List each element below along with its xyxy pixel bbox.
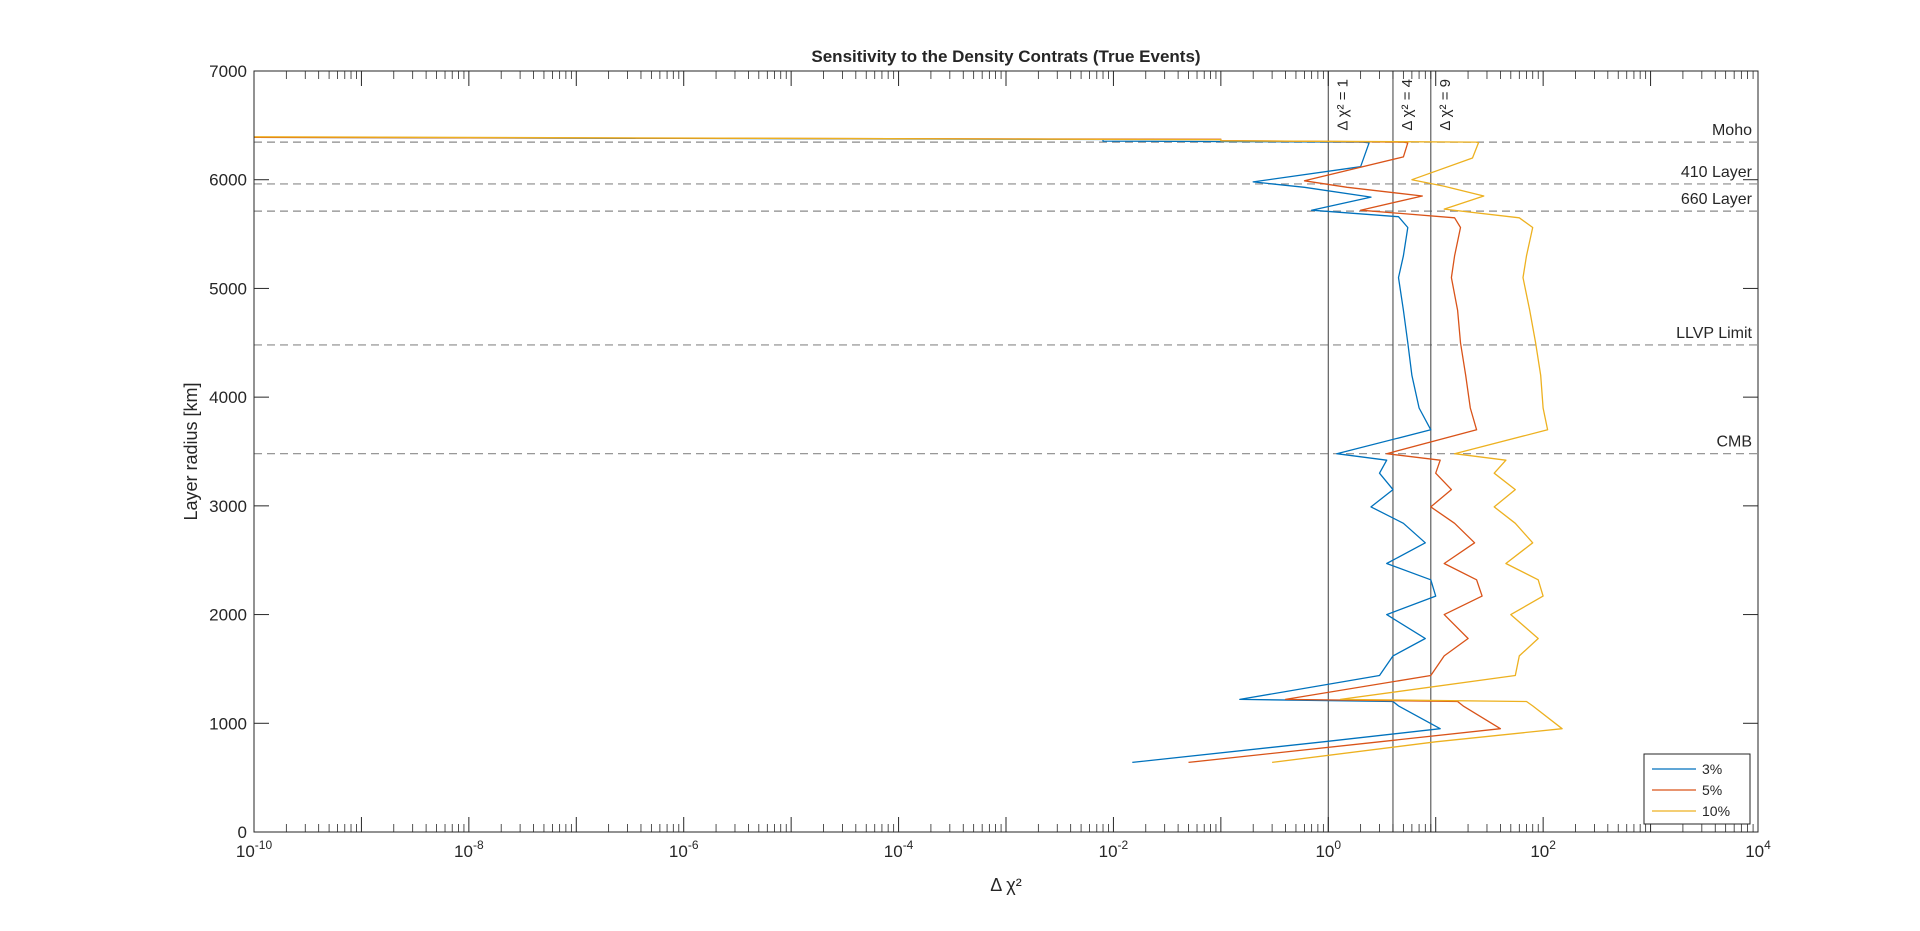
reference-line-label: 410 Layer: [1681, 164, 1753, 181]
y-tick-label: 2000: [209, 606, 247, 625]
x-tick-label: 100: [1315, 838, 1341, 861]
series-lines: [253, 136, 1563, 764]
legend-label: 5%: [1702, 782, 1722, 798]
x-tick-label: 10-10: [236, 838, 273, 861]
legend-box: [1643, 753, 1751, 825]
x-axis-label: Δ χ²: [990, 875, 1021, 895]
x-tick-base: 10: [1745, 842, 1764, 861]
x-tick-base: 10: [669, 842, 688, 861]
chart-title: Sensitivity to the Density Contrats (Tru…: [811, 47, 1200, 66]
y-tick-label: 4000: [209, 388, 247, 407]
threshold-line-label: Δ χ² = 4: [1399, 79, 1416, 131]
x-tick-exponent: -10: [255, 838, 273, 852]
y-tick-label: 6000: [209, 171, 247, 190]
reference-line-label: LLVP Limit: [1676, 325, 1752, 342]
threshold-line-label: Δ χ² = 1: [1334, 79, 1351, 131]
x-tick-exponent: -4: [903, 838, 914, 852]
reference-line-label: Moho: [1712, 122, 1752, 139]
x-tick-label: 102: [1530, 838, 1556, 861]
legend-label: 3%: [1702, 761, 1722, 777]
y-tick-label: 3000: [209, 497, 247, 516]
x-tick-exponent: 0: [1334, 838, 1341, 852]
y-tick-label: 0: [238, 823, 247, 842]
legend: 3% 5% 10%: [1643, 753, 1751, 825]
threshold-lines: Δ χ² = 1 Δ χ² = 4 Δ χ² = 9: [1327, 71, 1454, 832]
series-line: [253, 136, 1563, 764]
series-line: [253, 136, 1502, 764]
reference-line-label: 660 Layer: [1681, 191, 1753, 208]
x-tick-label: 10-4: [884, 838, 914, 861]
x-tick-label: 10-8: [454, 838, 484, 861]
y-tick-label: 1000: [209, 714, 247, 733]
x-tick-exponent: -8: [473, 838, 484, 852]
x-tick-exponent: 2: [1549, 838, 1556, 852]
x-tick-base: 10: [1099, 842, 1118, 861]
reference-lines: Moho 410 Layer 660 Layer LLVP Limit CMB: [254, 122, 1758, 455]
x-tick-label: 10-2: [1099, 838, 1129, 861]
y-tick-label: 5000: [209, 279, 247, 298]
x-tick-base: 10: [884, 842, 903, 861]
threshold-line-label: Δ χ² = 9: [1437, 79, 1454, 131]
series-line: [253, 136, 1441, 764]
reference-line-label: CMB: [1716, 434, 1752, 451]
x-tick-base: 10: [1530, 842, 1549, 861]
y-tick-label: 7000: [209, 62, 247, 81]
legend-label: 10%: [1702, 803, 1730, 819]
x-tick-label: 104: [1745, 838, 1771, 861]
x-tick-label: 10-6: [669, 838, 699, 861]
plot-area: [254, 71, 1758, 832]
x-tick-base: 10: [1315, 842, 1334, 861]
x-tick-base: 10: [236, 842, 255, 861]
x-tick-base: 10: [454, 842, 473, 861]
x-tick-exponent: -2: [1118, 838, 1129, 852]
y-axis-label: Layer radius [km]: [181, 382, 201, 520]
x-tick-exponent: 4: [1764, 838, 1771, 852]
x-tick-exponent: -6: [688, 838, 699, 852]
